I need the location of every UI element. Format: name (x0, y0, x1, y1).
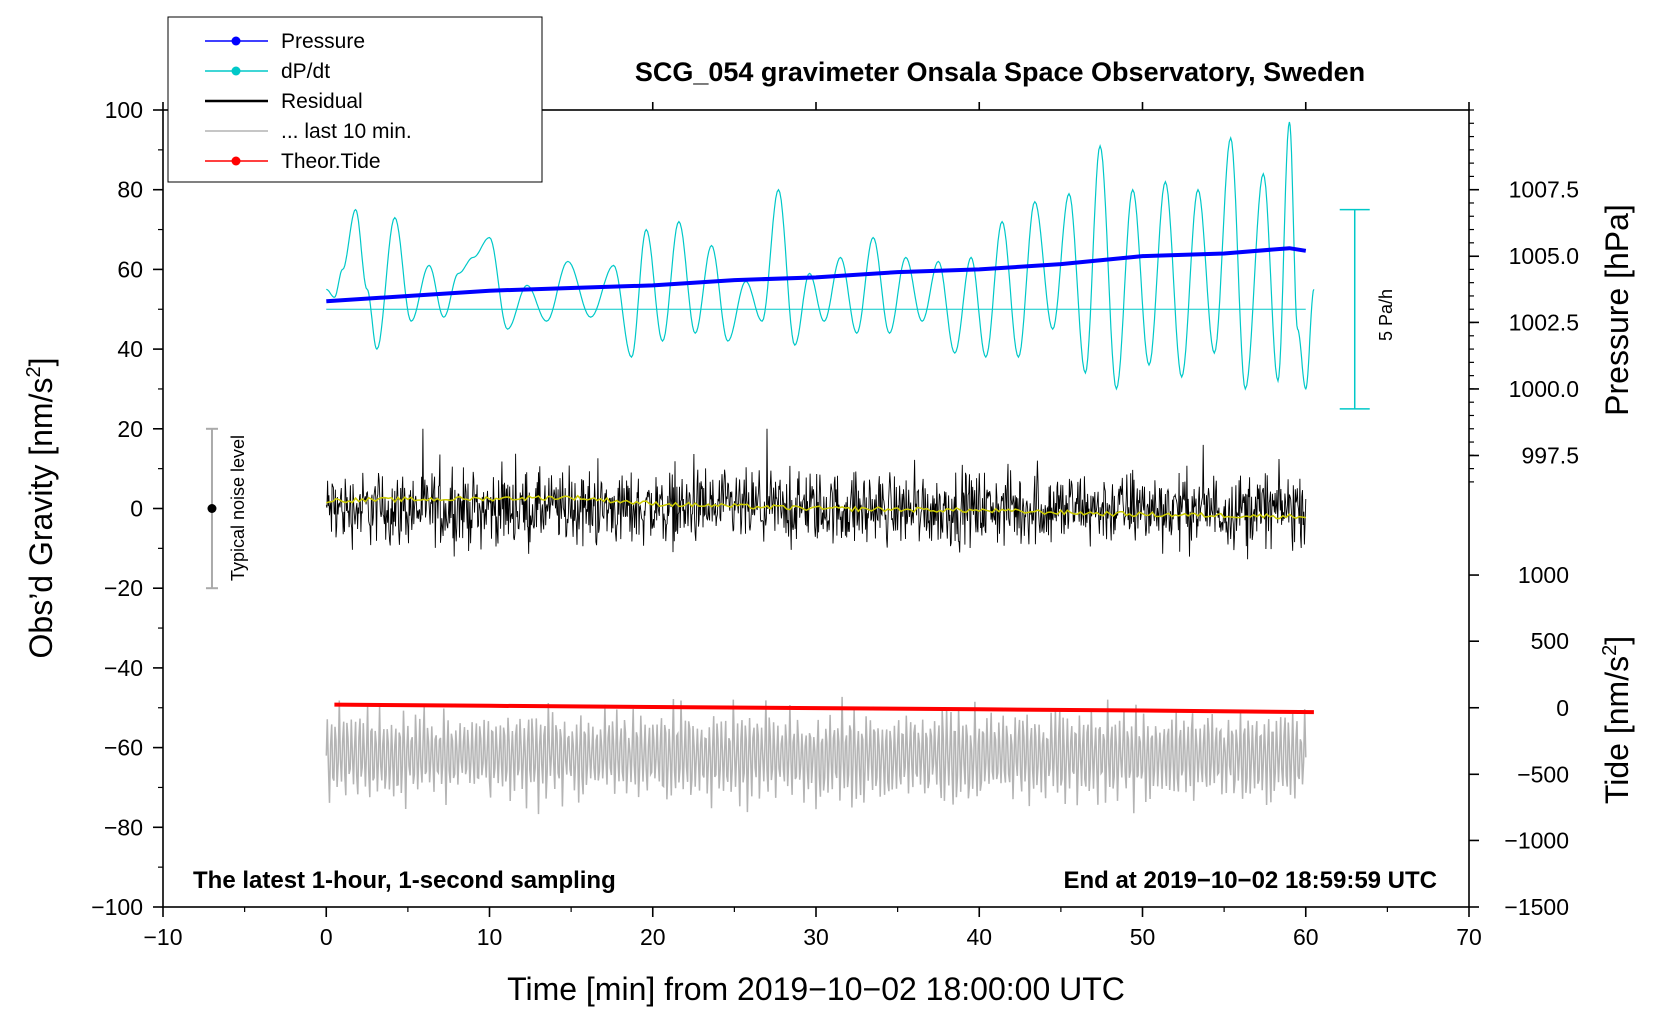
noise-bar-center (207, 504, 217, 513)
tide-tick-label: −1500 (1504, 894, 1569, 920)
pressure-tick-label: 1002.5 (1509, 309, 1579, 335)
dpdt-line (326, 121, 1315, 391)
y-axis-title-left: Obs’d Gravity [nm/s2] (23, 358, 59, 659)
y-tick-label: −60 (104, 735, 143, 761)
tide-tick-label: −500 (1517, 761, 1569, 787)
dpdt-scale-label: 5 Pa/h (1376, 289, 1396, 341)
pressure-line (326, 246, 1307, 304)
residual-mean-series (326, 494, 1306, 520)
noise-level-bar (205, 427, 218, 590)
x-tick-label: 50 (1130, 924, 1156, 950)
x-tick-label: −10 (143, 924, 182, 950)
y-tick-label: 60 (117, 256, 143, 282)
chart-title: SCG_054 gravimeter Onsala Space Observat… (635, 57, 1365, 87)
annotation-sampling: The latest 1-hour, 1-second sampling (193, 867, 616, 894)
pressure-tick-label: 1000.0 (1509, 376, 1579, 402)
tide-tick-label: 0 (1556, 695, 1569, 721)
tide-tick-label: −1000 (1504, 827, 1569, 853)
x-tick-label: 40 (966, 924, 992, 950)
legend-marker (231, 36, 241, 46)
y-tick-label: 0 (130, 496, 143, 522)
y-axis-title-pressure: Pressure [hPa] (1599, 204, 1635, 416)
y-axis-title-left-main: Obs’d Gravity [nm/s (23, 378, 59, 659)
pressure-tick-label: 1007.5 (1509, 177, 1579, 203)
noise-level-label: Typical noise level (228, 435, 248, 581)
tide-line (334, 702, 1314, 715)
legend-marker (231, 156, 241, 166)
legend-box (167, 16, 543, 183)
y-axis-title-tide: Tide [nm/s2] (1599, 636, 1635, 804)
tide-series (334, 702, 1314, 715)
legend-label: ... last 10 min. (281, 120, 412, 143)
x-tick-label: 0 (320, 924, 333, 950)
x-tick-label: 10 (477, 924, 503, 950)
last-10-min-line (325, 696, 1307, 815)
residual-mean-line (326, 494, 1306, 520)
y-tick-label: −20 (104, 575, 143, 601)
dpdt-series (326, 121, 1315, 391)
y-axis-title-tide-main: Tide [nm/s (1599, 656, 1635, 804)
tide-tick-label: 1000 (1518, 562, 1569, 588)
x-tick-label: 70 (1456, 924, 1482, 950)
annotation-end-time: End at 2019−10−02 18:59:59 UTC (1063, 867, 1437, 894)
x-tick-label: 30 (803, 924, 829, 950)
y-tick-label: 20 (117, 416, 143, 442)
dpdt-scale-bar (1339, 208, 1370, 410)
y-tick-label: 80 (117, 177, 143, 203)
y-tick-label: 40 (117, 336, 143, 362)
legend-marker (231, 66, 241, 76)
legend-label: Residual (281, 90, 363, 113)
tide-tick-label: 500 (1531, 628, 1569, 654)
pressure-tick-label: 1005.0 (1509, 243, 1579, 269)
legend-label: dP/dt (281, 60, 330, 83)
x-tick-label: 60 (1293, 924, 1319, 950)
y-axis-title-left-sup: 2 (23, 366, 45, 377)
pressure-series (326, 246, 1307, 304)
y-axis-title-left-end: ] (23, 358, 59, 367)
y-tick-label: −40 (104, 655, 143, 681)
legend-label: Pressure (281, 30, 365, 53)
pressure-tick-label: 997.5 (1521, 442, 1579, 468)
legend-label: Theor.Tide (281, 150, 381, 173)
y-axis-title-tide-end: ] (1599, 636, 1635, 645)
residual-series (325, 428, 1307, 560)
x-tick-label: 20 (640, 924, 666, 950)
y-tick-label: −100 (91, 894, 143, 920)
x-axis-title: Time [min] from 2019−10−02 18:00:00 UTC (507, 971, 1125, 1007)
legend: Pressure dP/dt Residual ... last 10 min. The… (167, 16, 543, 183)
axes: −10 0 10 20 30 40 50 60 70100806040200−20−40−60−… (91, 97, 1579, 950)
y-tick-label: 100 (105, 97, 143, 123)
last-10-min-series (325, 696, 1307, 815)
residual-line (325, 428, 1307, 560)
y-axis-title-tide-sup: 2 (1599, 645, 1621, 656)
y-tick-label: −80 (104, 814, 143, 840)
